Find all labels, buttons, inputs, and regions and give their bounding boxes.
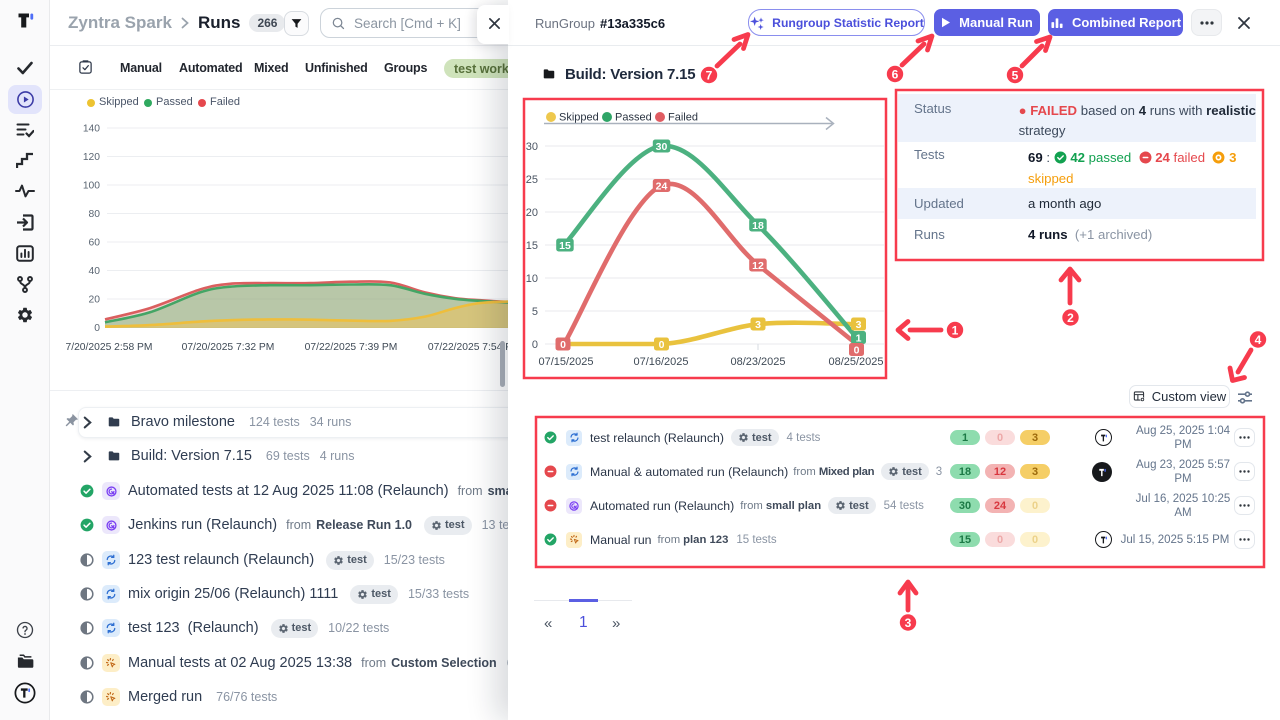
svg-text:Passed: Passed [615, 112, 652, 124]
svg-text:24: 24 [656, 180, 668, 192]
svg-text:07/20/2025 7:32 PM: 07/20/2025 7:32 PM [182, 342, 275, 353]
svg-text:3: 3 [856, 319, 862, 331]
svg-text:80: 80 [89, 209, 101, 220]
svg-text:3: 3 [755, 319, 761, 331]
svg-text:0: 0 [532, 339, 538, 351]
svg-text:10: 10 [526, 273, 538, 285]
svg-text:25: 25 [526, 174, 538, 186]
svg-text:0: 0 [854, 344, 860, 356]
svg-text:1: 1 [856, 332, 862, 344]
svg-text:140: 140 [83, 124, 100, 135]
svg-text:07/22/2025 7:39 PM: 07/22/2025 7:39 PM [305, 342, 398, 353]
svg-text:07/22/2025 7:54 P: 07/22/2025 7:54 P [428, 342, 510, 353]
svg-text:Skipped: Skipped [559, 112, 599, 124]
svg-text:15: 15 [526, 240, 538, 252]
svg-text:5: 5 [532, 306, 538, 318]
svg-text:18: 18 [752, 220, 764, 232]
svg-text:30: 30 [526, 141, 538, 153]
svg-text:20: 20 [526, 207, 538, 219]
svg-text:08/25/2025: 08/25/2025 [828, 356, 883, 368]
svg-text:07/16/2025: 07/16/2025 [633, 356, 688, 368]
svg-text:12: 12 [752, 260, 764, 272]
svg-text:40: 40 [89, 266, 101, 277]
svg-text:Failed: Failed [668, 112, 698, 124]
svg-text:0: 0 [659, 339, 665, 351]
svg-text:0: 0 [560, 339, 566, 351]
svg-text:100: 100 [83, 181, 100, 192]
svg-text:30: 30 [656, 141, 668, 153]
svg-text:60: 60 [89, 238, 101, 249]
svg-text:7/20/2025 2:58 PM: 7/20/2025 2:58 PM [65, 342, 152, 353]
svg-text:20: 20 [89, 295, 101, 306]
svg-text:15: 15 [559, 240, 571, 252]
svg-text:07/15/2025: 07/15/2025 [538, 356, 593, 368]
svg-text:08/23/2025: 08/23/2025 [730, 356, 785, 368]
svg-text:0: 0 [94, 323, 100, 334]
svg-text:120: 120 [83, 152, 100, 163]
